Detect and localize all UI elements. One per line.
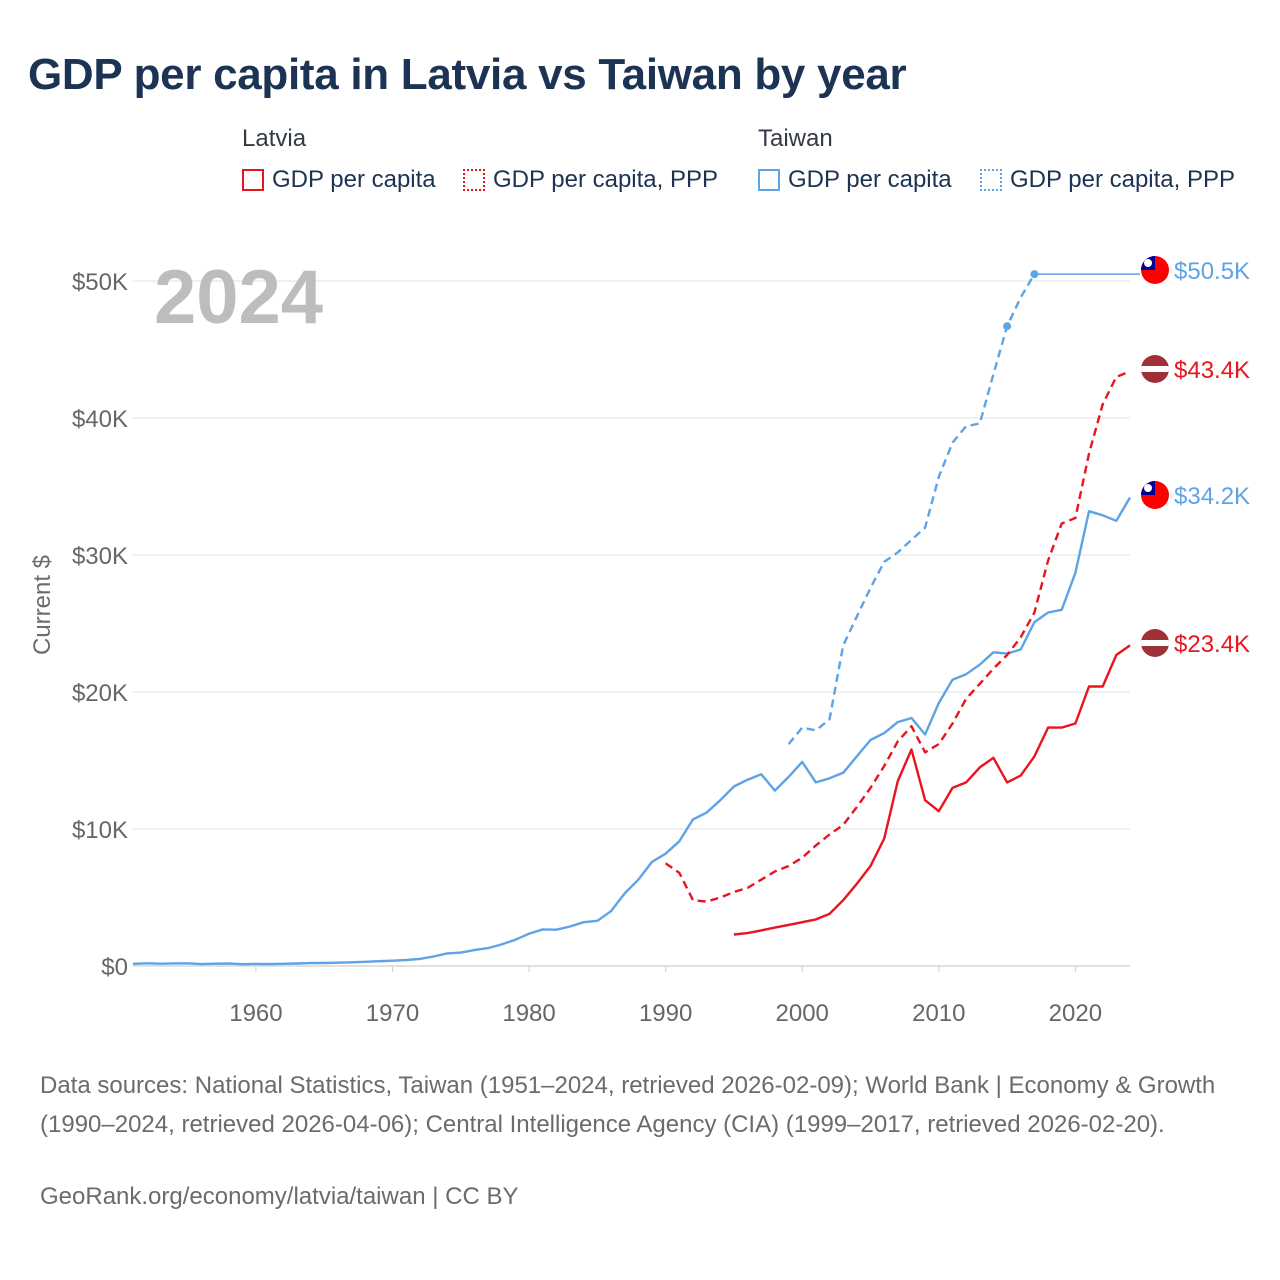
y-axis-ticks: $0 $10K $20K $30K $40K $50K: [72, 269, 128, 981]
current-year-watermark: 2024: [154, 255, 323, 340]
line-chart: $0 $10K $20K $30K $40K $50K 1960 1970 1980 1990 2…: [29, 255, 1250, 1027]
credit-link[interactable]: GeoRank.org/economy/latvia/taiwan | CC B…: [40, 1183, 519, 1210]
series-line-taiwan-gdp: [132, 496, 1132, 966]
x-tick-label: 1980: [502, 1000, 555, 1027]
end-value-label: $50.5K: [1174, 258, 1250, 285]
y-axis-label: Current $: [29, 555, 56, 655]
gridlines: [133, 280, 1130, 967]
legend-latvia-gdp-ppp[interactable]: GDP per capita, PPP: [463, 166, 718, 194]
y-tick-label: $20K: [72, 680, 128, 707]
legend-label: GDP per capita: [788, 166, 952, 193]
legend-latvia-gdp[interactable]: GDP per capita: [242, 166, 436, 194]
y-tick-label: $10K: [72, 817, 128, 844]
legend-taiwan-gdp[interactable]: GDP per capita: [758, 166, 952, 194]
x-tick-label: 1990: [639, 1000, 692, 1027]
legend-swatch-dotted-blue: [980, 169, 1002, 191]
legend-label: GDP per capita, PPP: [493, 166, 718, 193]
taiwan-flag-icon: [1141, 481, 1169, 509]
legend-group-taiwan: Taiwan: [758, 125, 833, 152]
x-axis-ticks: 1960 1970 1980 1990 2000 2010 2020: [229, 966, 1102, 1027]
series-line-latvia-ppp: [664, 370, 1131, 903]
legend-swatch-solid-blue: [758, 169, 780, 191]
legend-swatch-dotted-red: [463, 169, 485, 191]
taiwan-flag-icon: [1141, 256, 1169, 284]
x-tick-label: 2010: [912, 1000, 965, 1027]
y-tick-label: $40K: [72, 406, 128, 433]
end-value-label: $43.4K: [1174, 357, 1250, 384]
legend-swatch-solid-red: [242, 169, 264, 191]
y-tick-label: $30K: [72, 543, 128, 570]
legend-group-latvia: Latvia: [242, 125, 307, 152]
x-tick-label: 1960: [229, 1000, 282, 1027]
legend-taiwan-gdp-ppp[interactable]: GDP per capita, PPP: [980, 166, 1235, 194]
end-value-label: $23.4K: [1174, 631, 1250, 658]
end-value-label: $34.2K: [1174, 483, 1250, 510]
legend-label: GDP per capita, PPP: [1010, 166, 1235, 193]
chart-title: GDP per capita in Latvia vs Taiwan by ye…: [28, 50, 907, 99]
series-line-taiwan-ppp: [787, 273, 1036, 745]
y-tick-label: $50K: [72, 269, 128, 296]
x-tick-label: 1970: [366, 1000, 419, 1027]
data-point-marker: [1003, 322, 1012, 331]
x-tick-label: 2000: [776, 1000, 829, 1027]
series-end-labels: $50.5K $43.4K $34.2K $23.4K: [1141, 256, 1250, 658]
legend-label: GDP per capita: [272, 166, 436, 193]
latvia-flag-icon: [1141, 355, 1169, 383]
series-line-latvia-gdp: [733, 644, 1131, 936]
latvia-flag-icon: [1141, 629, 1169, 657]
data-sources-note: Data sources: National Statistics, Taiwa…: [40, 1072, 1216, 1138]
x-tick-label: 2020: [1049, 1000, 1102, 1027]
y-tick-label: $0: [101, 954, 128, 981]
series-lines: [132, 270, 1140, 966]
